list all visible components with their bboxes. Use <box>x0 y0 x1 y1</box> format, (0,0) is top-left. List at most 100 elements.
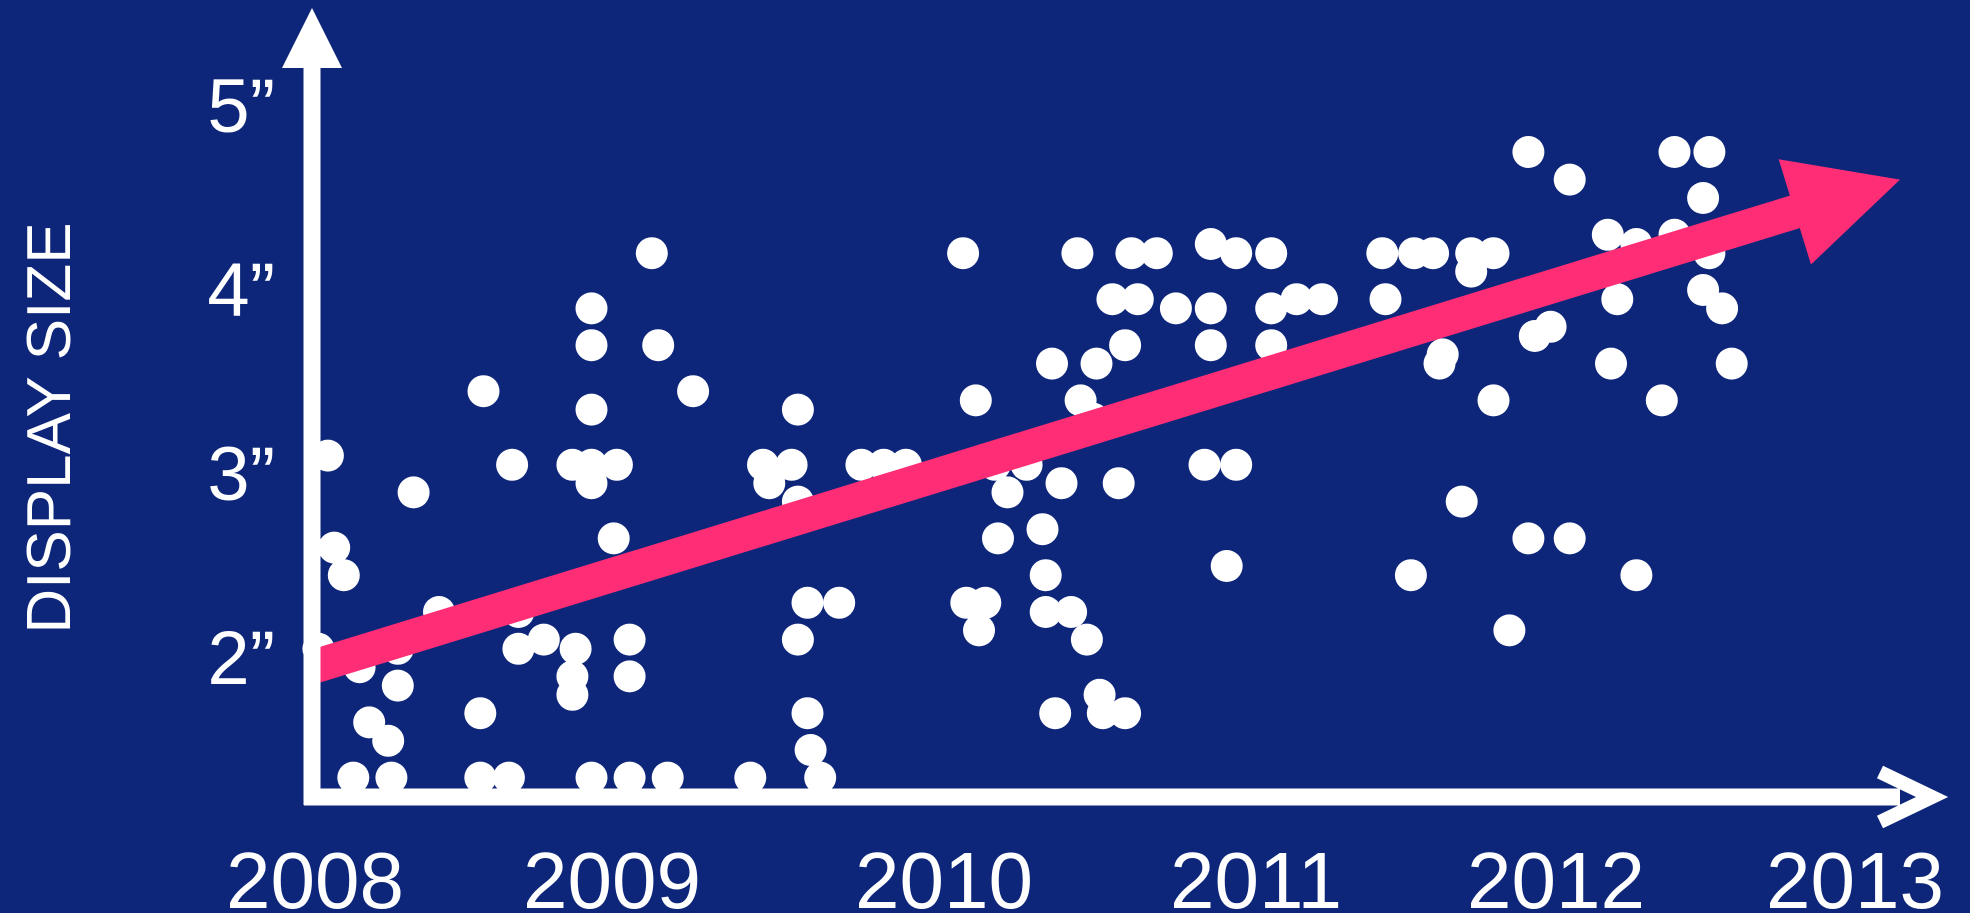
data-point <box>1061 237 1094 270</box>
data-point <box>781 393 814 426</box>
data-point <box>318 531 351 564</box>
data-point <box>1159 292 1192 325</box>
data-point <box>1039 697 1072 730</box>
data-point <box>1553 163 1586 196</box>
data-point <box>734 761 767 794</box>
data-point <box>1477 237 1510 270</box>
data-point <box>804 761 837 794</box>
data-point <box>1280 283 1313 316</box>
data-point <box>791 697 824 730</box>
data-point <box>1109 697 1142 730</box>
data-point <box>397 476 430 509</box>
trend-arrow <box>307 159 1900 684</box>
data-point <box>959 384 992 417</box>
data-point <box>1534 310 1567 343</box>
data-point <box>556 678 589 711</box>
data-point <box>381 669 414 702</box>
data-point <box>1220 448 1253 481</box>
data-point <box>635 237 668 270</box>
data-point <box>492 761 525 794</box>
data-point <box>642 329 675 362</box>
data-point <box>575 467 608 500</box>
y-axis-title: DISPLAY SIZE <box>15 222 84 633</box>
data-point <box>575 393 608 426</box>
data-point <box>1194 292 1227 325</box>
data-point <box>1658 136 1691 168</box>
x-tick-label: 2008 <box>226 836 404 913</box>
y-axis-arrowhead <box>282 8 342 68</box>
data-point <box>464 761 497 794</box>
data-point <box>613 623 646 656</box>
x-tick-label: 2012 <box>1467 836 1645 913</box>
data-point <box>1086 697 1119 730</box>
data-point <box>1029 559 1062 592</box>
data-point <box>1115 237 1148 270</box>
data-point <box>1070 623 1103 656</box>
data-point <box>597 522 630 555</box>
data-point <box>337 761 370 794</box>
data-point <box>1595 347 1627 380</box>
x-tick-label: 2010 <box>855 836 1033 913</box>
data-point <box>982 522 1014 555</box>
data-point <box>575 292 608 325</box>
data-point <box>753 467 786 500</box>
data-point <box>781 623 814 656</box>
data-point <box>613 761 646 794</box>
data-point <box>1109 329 1142 362</box>
data-point <box>600 448 633 481</box>
x-tick-label: 2011 <box>1170 836 1342 913</box>
data-point <box>1102 467 1135 500</box>
data-point <box>1306 283 1338 316</box>
data-point <box>794 734 827 766</box>
tick-labels: 2” 3” 4” 5” 2008 2009 2010 2011 2012 2013 <box>207 64 1944 913</box>
data-point <box>527 623 560 656</box>
y-tick-label: 3” <box>207 432 275 517</box>
data-point <box>1080 347 1113 380</box>
trend-arrow-shape <box>307 159 1900 684</box>
data-point <box>1601 283 1634 316</box>
data-point <box>1591 218 1624 251</box>
data-point <box>1512 136 1545 168</box>
data-point <box>372 724 405 757</box>
data-point <box>1455 255 1488 288</box>
data-point <box>1194 228 1227 260</box>
x-tick-label: 2013 <box>1766 836 1944 913</box>
data-point <box>327 559 360 592</box>
points-layer <box>302 136 1748 794</box>
y-tick-label: 5” <box>207 64 275 149</box>
data-point <box>1036 347 1068 380</box>
data-point <box>1220 237 1253 270</box>
data-point <box>969 586 1002 619</box>
data-point <box>823 586 856 619</box>
data-point <box>496 448 529 481</box>
data-point <box>1210 550 1243 582</box>
data-point <box>467 375 500 408</box>
data-point <box>1715 347 1748 380</box>
data-point <box>1706 292 1739 325</box>
x-axis-arrowhead <box>1876 765 1949 829</box>
data-point <box>1445 485 1478 518</box>
data-point <box>1512 522 1545 555</box>
data-point <box>1121 283 1154 316</box>
data-point <box>464 697 497 730</box>
data-point <box>1693 136 1726 168</box>
data-point <box>1255 292 1288 325</box>
data-point <box>1645 384 1678 417</box>
data-point <box>1029 596 1062 628</box>
data-point <box>1477 384 1510 417</box>
axes <box>282 8 1949 829</box>
data-point <box>947 237 980 270</box>
data-point <box>1026 513 1059 546</box>
y-tick-label: 4” <box>207 248 275 333</box>
data-point <box>502 632 535 665</box>
data-point <box>1096 283 1129 316</box>
data-point <box>1394 559 1427 592</box>
data-point <box>613 660 646 693</box>
data-point <box>375 761 408 794</box>
data-point <box>1369 283 1402 316</box>
data-point <box>1194 329 1227 362</box>
data-point <box>1620 559 1653 592</box>
data-point <box>575 761 608 794</box>
data-point <box>963 614 995 647</box>
